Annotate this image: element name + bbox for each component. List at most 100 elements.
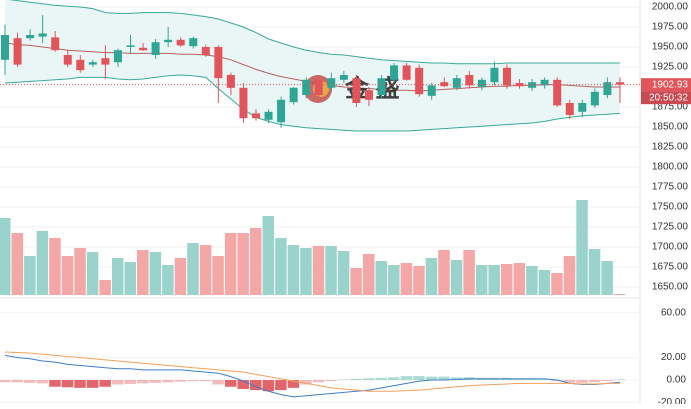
volume-bar — [551, 273, 563, 295]
candle-body — [101, 58, 110, 65]
macd-hist-bar — [74, 380, 86, 388]
volume-bar — [538, 270, 551, 295]
candle-body — [603, 82, 612, 95]
y-tick-label: 1875.00 — [652, 102, 689, 113]
macd-hist-bar — [613, 379, 626, 381]
y-tick-label: 1775.00 — [652, 182, 689, 193]
macd-hist-bar — [174, 380, 187, 382]
y-tick-label: 1925.00 — [652, 62, 689, 73]
macd-hist-bar — [24, 380, 36, 383]
y-tick-label: 1850.00 — [652, 122, 689, 133]
macd-hist-bar — [388, 377, 400, 381]
macd-hist-bar — [111, 380, 124, 385]
candle-body — [38, 33, 47, 37]
volume-bar — [74, 248, 86, 295]
volume-bar — [488, 265, 500, 295]
macd-hist-bar — [538, 378, 551, 381]
volume-bar — [563, 256, 576, 295]
band-upper — [8, 0, 620, 65]
macd-hist-bar — [0, 380, 11, 383]
macd-hist-bar — [287, 380, 300, 388]
macd-hist-bar — [375, 377, 387, 381]
volume-bar — [388, 265, 400, 295]
macd-hist-bar — [425, 376, 438, 381]
macd-hist-bar — [413, 376, 425, 381]
macd-hist-bar — [212, 380, 224, 385]
candle-body — [402, 65, 411, 80]
candle-body — [13, 38, 22, 65]
candle-body — [151, 42, 160, 55]
candle-body — [490, 67, 499, 83]
candle-body — [615, 82, 624, 85]
y-tick-label: 1950.00 — [652, 42, 689, 53]
candle-body — [63, 55, 72, 65]
volume-bar — [325, 246, 337, 295]
candle-body — [477, 79, 486, 87]
volume-bar — [362, 254, 375, 295]
volume-bar — [212, 256, 224, 295]
candle-body — [176, 39, 185, 46]
volume-bar — [187, 243, 199, 295]
volume-bar — [86, 252, 99, 295]
candle-body — [201, 47, 210, 55]
candle-body — [252, 113, 260, 119]
candle-body — [126, 45, 135, 47]
candle-body — [377, 78, 386, 95]
volume-bar — [61, 256, 74, 295]
y-tick-label: 1825.00 — [652, 142, 689, 153]
macd-hist-bar — [162, 380, 174, 383]
y-tick-label: 1800.00 — [652, 162, 689, 173]
macd-hist-bar — [137, 380, 149, 384]
volume-bar — [375, 261, 387, 295]
candle-body — [578, 103, 587, 112]
macd-hist-bar — [149, 380, 162, 383]
candle-body — [590, 91, 599, 106]
candle-body — [390, 65, 399, 80]
volume-bar — [450, 260, 463, 295]
volume-bar — [300, 248, 312, 295]
time-label: 20:50:32 — [649, 92, 688, 103]
y-tick-label: 1975.00 — [652, 22, 689, 33]
macd-dea — [4, 351, 620, 392]
plot-area: 金 盛 — [0, 0, 626, 295]
candle-body — [277, 99, 286, 123]
y-tick-label: 1650.00 — [652, 282, 689, 293]
y-tick-label: 1750.00 — [652, 202, 689, 213]
macd-hist-bar — [300, 380, 312, 385]
last-price-box — [641, 78, 691, 92]
candle-body — [113, 50, 122, 63]
y-tick-label: 60.00 — [661, 307, 686, 318]
volume-bar — [49, 238, 61, 295]
band-lower — [4, 74, 620, 132]
volume-bar — [137, 250, 149, 295]
candle-body — [239, 87, 248, 119]
volume-bar — [513, 263, 526, 295]
candle-body — [327, 78, 336, 88]
volume-bar — [400, 263, 413, 295]
volume-bar — [262, 216, 275, 295]
volume-bar — [111, 258, 124, 295]
candle-body — [503, 67, 511, 86]
volume-bar — [237, 233, 249, 295]
last-price-label: 1902.93 — [652, 79, 689, 90]
candle-body — [289, 87, 298, 103]
macd-hist-bar — [187, 380, 199, 382]
macd-hist-bar — [337, 379, 350, 381]
candle-body — [164, 39, 173, 43]
macd-hist-bar — [450, 377, 463, 381]
candle-body — [415, 67, 424, 95]
macd-hist-bar — [11, 380, 24, 383]
macd-hist-bar — [576, 380, 588, 383]
candle-body — [264, 111, 273, 120]
volume-bar — [0, 218, 11, 295]
volume-bar — [350, 268, 362, 295]
volume-bar — [36, 231, 49, 295]
volume-bar — [588, 249, 601, 295]
candle-body — [139, 47, 148, 51]
volume-bar — [11, 233, 24, 295]
macd-hist-bar — [275, 380, 287, 391]
candle-body — [339, 75, 348, 80]
volume-bar — [275, 238, 287, 295]
macd-hist-bar — [438, 376, 450, 381]
volume-bar — [312, 246, 325, 295]
